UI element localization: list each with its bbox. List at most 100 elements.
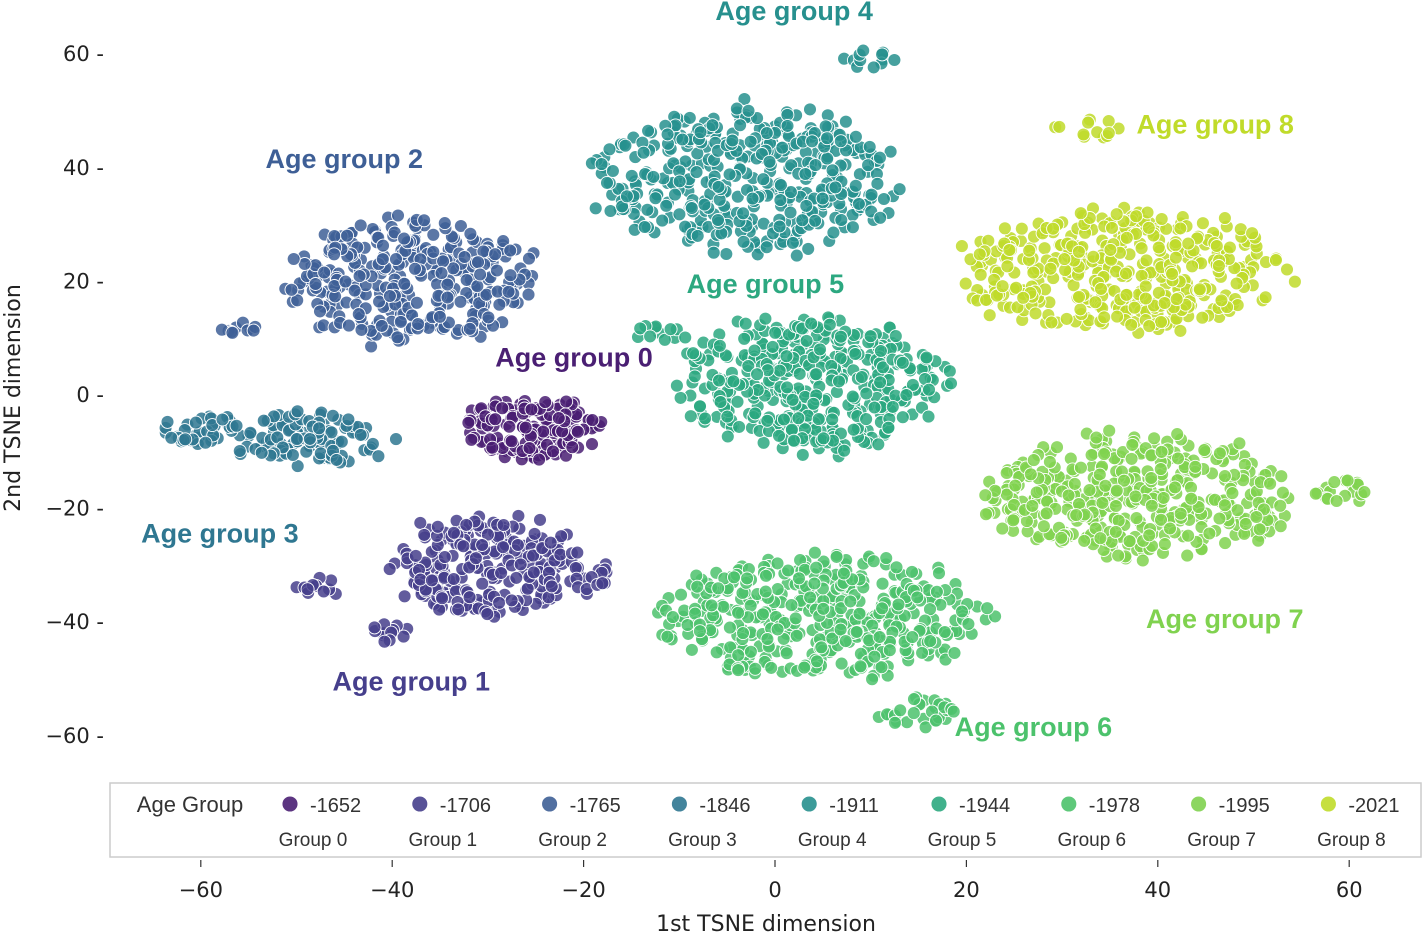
data-point: [160, 414, 175, 429]
data-point: [997, 221, 1012, 236]
data-point: [759, 240, 774, 255]
cluster-label-group-0: Age group 0: [495, 343, 653, 373]
data-point: [1327, 475, 1342, 490]
data-point: [907, 692, 921, 707]
data-point: [1134, 241, 1149, 256]
data-point: [636, 145, 651, 160]
data-point: [932, 566, 946, 581]
legend-marker: [541, 795, 559, 813]
data-point: [872, 630, 887, 644]
data-point: [922, 382, 936, 397]
points-layer: [158, 43, 1372, 735]
cluster-label-group-6: Age group 6: [955, 712, 1113, 742]
data-point: [712, 373, 726, 388]
data-point: [1184, 491, 1199, 506]
data-point: [673, 390, 688, 405]
data-point: [725, 133, 740, 148]
data-point: [772, 363, 787, 378]
cluster-labels-layer: Age group 0 Age group 1 Age group 2 Age gro…: [141, 0, 1303, 742]
data-point: [773, 193, 788, 208]
data-point: [820, 151, 835, 166]
data-point: [397, 231, 412, 246]
data-point: [875, 576, 890, 591]
data-point: [674, 587, 688, 602]
data-point: [643, 329, 658, 344]
data-point: [829, 549, 844, 564]
legend-entry-label: -1846: [699, 795, 750, 817]
data-point: [290, 293, 305, 308]
data-point: [485, 440, 500, 455]
data-point: [799, 333, 814, 348]
data-point: [289, 432, 304, 447]
data-point: [585, 437, 599, 452]
data-point: [736, 234, 751, 249]
x-axis-label: 1st TSNE dimension: [656, 912, 876, 937]
data-point: [324, 573, 339, 588]
data-point: [929, 584, 944, 599]
legend-entry: -1765 Group 2: [538, 795, 620, 851]
data-point: [413, 572, 428, 587]
data-point: [866, 554, 881, 569]
data-point: [1125, 437, 1140, 452]
data-point: [1275, 485, 1290, 500]
data-point: [440, 290, 455, 305]
data-point: [883, 144, 898, 159]
data-point: [554, 529, 569, 544]
x-tick-label: 60: [1336, 878, 1363, 902]
data-point: [488, 247, 503, 262]
data-point: [570, 424, 585, 439]
data-point: [229, 418, 244, 433]
data-point: [921, 409, 936, 424]
data-point: [663, 322, 678, 337]
data-point: [759, 568, 773, 583]
data-point: [313, 304, 327, 319]
data-point: [789, 628, 804, 643]
data-point: [693, 399, 707, 414]
data-point: [937, 625, 952, 639]
data-point: [1230, 503, 1245, 518]
data-point: [740, 571, 755, 586]
data-point: [1103, 242, 1118, 257]
legend-entry-label: -1765: [570, 795, 621, 817]
data-point: [923, 634, 938, 649]
data-point: [875, 601, 890, 616]
y-tick-label: −60 -: [45, 724, 104, 748]
data-point: [524, 402, 539, 417]
data-point: [1154, 212, 1169, 226]
x-tick-label: −20: [561, 878, 605, 902]
data-point: [672, 174, 687, 189]
data-point: [1073, 206, 1088, 221]
legend-entry-label: -1978: [1089, 795, 1140, 817]
data-point: [861, 158, 876, 173]
data-point: [504, 434, 519, 449]
data-point: [648, 191, 663, 206]
data-point: [772, 428, 786, 443]
data-point: [683, 409, 698, 424]
cluster-label-group-7: Age group 7: [1146, 604, 1304, 634]
data-point: [946, 704, 961, 719]
data-point: [463, 226, 478, 241]
series-group-1: [289, 508, 614, 649]
data-point: [892, 182, 907, 197]
data-point: [440, 277, 455, 292]
data-point: [605, 164, 620, 178]
legend-entry-sublabel: Group 0: [279, 830, 348, 851]
data-point: [1218, 536, 1233, 551]
data-point: [795, 447, 810, 462]
data-point: [495, 401, 510, 416]
legend-entries: -1652 Group 0 -1706 Group 1 -1765 Group 2 -184…: [279, 795, 1400, 851]
data-point: [290, 404, 305, 419]
data-point: [417, 527, 432, 542]
data-point: [633, 321, 648, 336]
data-point: [785, 392, 800, 407]
data-point: [697, 197, 712, 212]
data-point: [594, 157, 609, 172]
data-point: [906, 706, 921, 721]
cluster-label-group-1: Age group 1: [333, 666, 491, 696]
data-point: [807, 545, 822, 560]
data-point: [641, 123, 656, 138]
data-point: [504, 593, 519, 608]
data-point: [1141, 220, 1156, 235]
data-point: [375, 252, 390, 267]
data-point: [834, 601, 848, 616]
